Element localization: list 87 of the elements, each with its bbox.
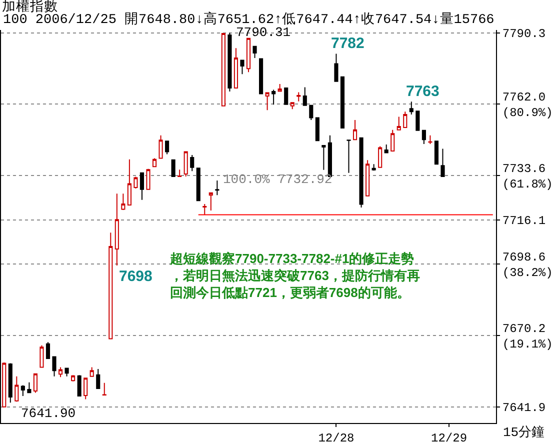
candlestick	[409, 101, 414, 115]
candlestick	[359, 137, 364, 208]
candlestick	[71, 374, 76, 382]
candlestick	[134, 176, 138, 190]
y-tick-label: 7716.1	[502, 214, 546, 228]
candlestick	[272, 89, 276, 106]
candlestick	[33, 373, 38, 394]
candlestick	[208, 192, 213, 211]
candlestick	[96, 368, 100, 389]
candlestick	[146, 168, 150, 190]
candlestick	[171, 159, 176, 177]
candlestick	[296, 92, 301, 102]
candlestick	[40, 344, 44, 368]
annotation: 7641.90	[21, 406, 76, 421]
candlestick	[284, 87, 288, 105]
candlestick	[290, 102, 294, 110]
candlestick	[8, 362, 12, 404]
candlestick	[422, 130, 426, 144]
candlestick	[190, 154, 194, 172]
candlestick	[416, 110, 420, 131]
candlestick	[27, 382, 32, 394]
x-tick-label: 12/29	[431, 431, 468, 443]
candlestick	[322, 144, 326, 170]
y-tick-label: 7733.6 (61.8%)	[502, 162, 553, 192]
candlestick	[127, 158, 132, 206]
candlestick	[215, 180, 220, 196]
candlestick	[302, 86, 307, 106]
candlestick	[108, 232, 113, 340]
candlestick	[221, 33, 226, 106]
annotation: 7698	[119, 268, 152, 285]
candlestick	[346, 140, 351, 174]
candlestick	[259, 58, 264, 94]
candlestick	[20, 384, 25, 397]
candlestick	[165, 140, 170, 155]
candlestick	[158, 134, 163, 159]
candlestick	[52, 356, 56, 377]
candlestick	[440, 148, 445, 177]
candlestick	[434, 140, 439, 165]
candlestick	[46, 342, 50, 359]
candlestick	[246, 38, 251, 73]
candlestick	[14, 376, 19, 402]
candlestick	[240, 60, 244, 75]
candlestick	[252, 46, 257, 58]
candlestick	[90, 366, 94, 377]
x-tick-label: 12/28	[318, 431, 354, 443]
candlestick	[121, 193, 126, 210]
x-axis-title: 15分鐘	[503, 425, 545, 440]
candlestick	[64, 368, 69, 377]
y-tick-label: 7641.9	[502, 401, 546, 416]
candlestick	[309, 104, 314, 120]
candlestick	[390, 129, 395, 152]
candlestick	[234, 48, 238, 88]
candlestick	[152, 158, 157, 168]
candlestick	[366, 160, 370, 196]
candlestick	[184, 151, 188, 177]
candlestick	[340, 76, 345, 129]
candlestick	[196, 168, 200, 202]
candlestick	[372, 164, 376, 172]
candlestick	[428, 134, 432, 144]
candlestick	[352, 119, 358, 140]
candlestick	[84, 378, 88, 400]
candlestick	[77, 374, 82, 397]
candlestick	[202, 203, 207, 216]
candlestick	[140, 172, 144, 200]
candlestick	[403, 111, 408, 128]
candlestick	[114, 193, 119, 266]
candlestick	[396, 116, 401, 130]
y-tick-label: 7670.2 (19.1%)	[502, 322, 553, 352]
candlestick	[102, 382, 106, 396]
annotation: 7763	[406, 83, 440, 100]
y-tick-label: 7790.3	[502, 26, 546, 41]
annotation: 7790.31	[236, 25, 291, 40]
y-tick-label: 7762.0 (80.9%)	[502, 90, 553, 120]
candlestick	[58, 366, 63, 378]
candlestick	[228, 32, 232, 92]
candlestick	[278, 83, 282, 92]
annotation: 7782	[331, 35, 364, 52]
candlestick	[334, 53, 338, 82]
candlestick	[378, 146, 382, 168]
annotation: 100.0% 7732.92	[223, 172, 332, 187]
annotation: 超短線觀察7790-7733-7782-#1的修正走勢，若明日無法迅速突破7763，提防行情有再回測今日低點7721，更弱者7698的可能。	[169, 251, 420, 300]
candlestick	[384, 144, 388, 154]
chart-subtitle: 100 2006/12/25 開7648.80↓高7651.62↑低7647.44↑收7647.54↓量15766	[3, 11, 494, 28]
candlestick	[178, 169, 182, 177]
candlestick	[315, 117, 320, 142]
candlestick	[265, 92, 270, 111]
y-tick-label: 7698.6 (38.2%)	[502, 250, 553, 280]
